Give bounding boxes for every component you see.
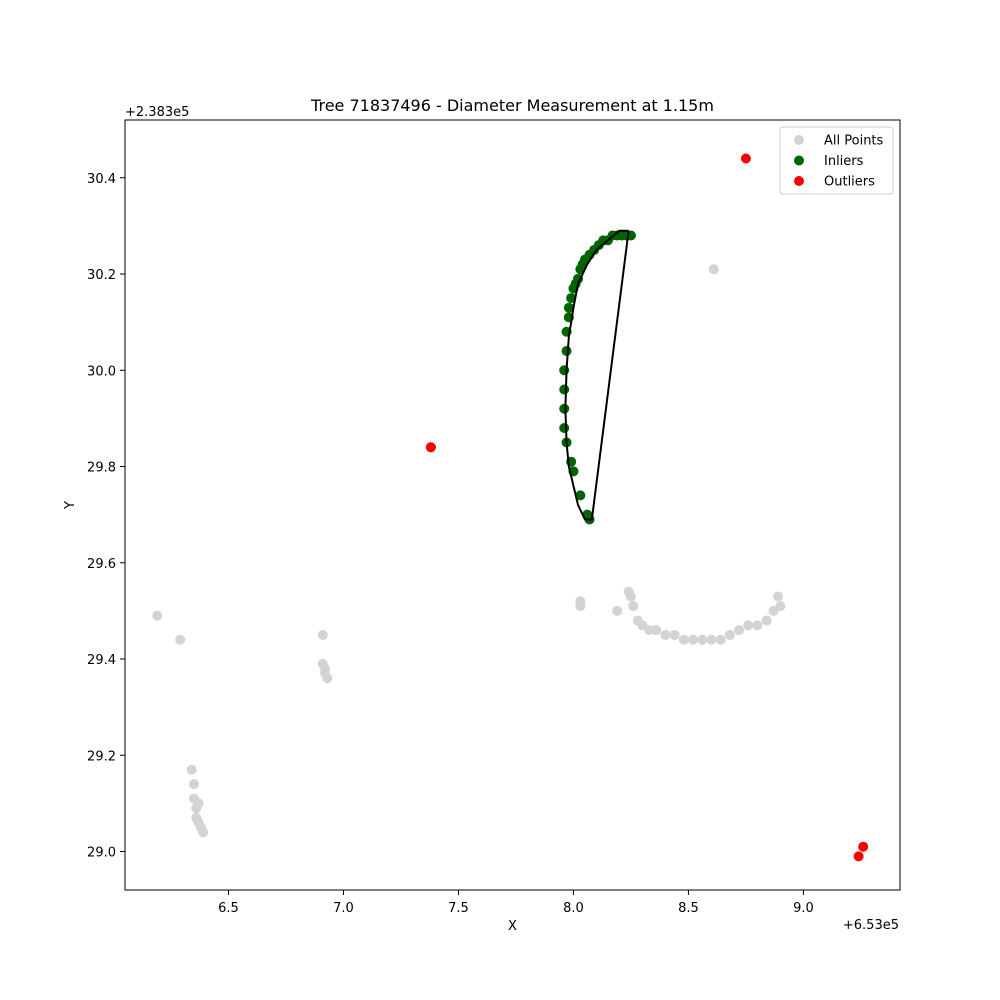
point-all-points	[715, 634, 726, 645]
y-tick-label: 30.0	[87, 364, 116, 379]
point-inliers	[559, 384, 570, 395]
point-all-points	[322, 673, 333, 684]
point-all-points	[152, 610, 163, 621]
fitted-outline-layer	[564, 229, 630, 521]
point-inliers	[559, 403, 570, 414]
point-all-points	[175, 634, 186, 645]
point-inliers	[563, 302, 574, 313]
point-all-points	[575, 601, 586, 612]
x-axis-label: X	[508, 919, 517, 934]
y-tick-label: 30.2	[87, 268, 116, 283]
point-all-points	[724, 629, 735, 640]
point-all-points	[193, 798, 204, 809]
x-tick-label: 8.0	[563, 901, 584, 916]
y-axis-offset-label: +2.383e5	[125, 105, 189, 120]
point-all-points	[628, 601, 639, 612]
point-all-points	[612, 605, 623, 616]
legend: All Points Inliers Outliers	[779, 126, 894, 195]
point-all-points	[761, 615, 772, 626]
point-all-points	[186, 764, 197, 775]
point-all-points	[198, 827, 209, 838]
point-all-points	[743, 620, 754, 631]
point-all-points	[320, 663, 331, 674]
point-outliers	[853, 851, 864, 862]
legend-label-inliers: Inliers	[824, 154, 864, 169]
point-inliers	[561, 346, 572, 356]
point-all-points	[708, 264, 719, 275]
legend-label-outliers: Outliers	[824, 175, 875, 190]
point-all-points	[625, 591, 636, 602]
x-tick-label: 7.0	[333, 901, 354, 916]
point-all-points	[660, 629, 671, 640]
y-axis-ticks: 29.0 29.2 29.4 29.6 29.8 30.0 30.2 30.4	[87, 172, 125, 861]
y-axis-label: Y	[63, 501, 78, 510]
point-all-points	[317, 629, 328, 640]
point-all-points	[651, 625, 662, 636]
point-all-points	[688, 634, 699, 645]
x-tick-label: 9.0	[793, 901, 814, 916]
x-tick-label: 6.5	[218, 901, 239, 916]
point-all-points	[773, 591, 784, 602]
fitted-outline-line	[564, 229, 630, 521]
plot-area: 6.5 7.0 7.5 8.0 8.5 9.0 29.0 29.2 29.4 29.6 29.8 3…	[87, 119, 901, 916]
x-tick-label: 8.5	[678, 901, 699, 916]
x-axis-ticks: 6.5 7.0 7.5 8.0 8.5 9.0	[218, 890, 814, 916]
point-all-points	[734, 625, 745, 636]
y-tick-label: 29.2	[87, 749, 116, 764]
point-all-points	[669, 629, 680, 640]
y-tick-label: 29.0	[87, 846, 116, 861]
point-all-points	[697, 634, 708, 645]
point-outliers	[858, 841, 869, 852]
x-tick-label: 7.5	[448, 901, 469, 916]
legend-box	[779, 126, 894, 195]
x-axis-offset-label: +6.53e5	[843, 918, 899, 933]
point-all-points	[775, 601, 786, 612]
y-tick-label: 29.8	[87, 461, 116, 476]
y-tick-label: 29.4	[87, 653, 116, 668]
legend-marker-inliers	[794, 155, 804, 166]
y-tick-label: 29.6	[87, 557, 116, 572]
point-all-points	[678, 634, 689, 645]
point-all-points	[644, 625, 655, 636]
plot-frame	[124, 119, 901, 891]
point-inliers	[559, 423, 570, 433]
legend-label-all-points: All Points	[824, 134, 884, 149]
point-all-points	[752, 620, 763, 631]
point-all-points	[706, 634, 717, 645]
point-inliers	[575, 490, 586, 501]
y-tick-label: 30.4	[87, 172, 116, 187]
legend-marker-all-points	[794, 135, 804, 145]
point-all-points	[188, 779, 199, 790]
point-inliers	[566, 293, 577, 304]
legend-marker-outliers	[794, 176, 804, 186]
chart-title: Tree 71837496 - Diameter Measurement at …	[310, 96, 714, 115]
point-outliers	[425, 442, 436, 453]
point-outliers	[740, 153, 751, 164]
